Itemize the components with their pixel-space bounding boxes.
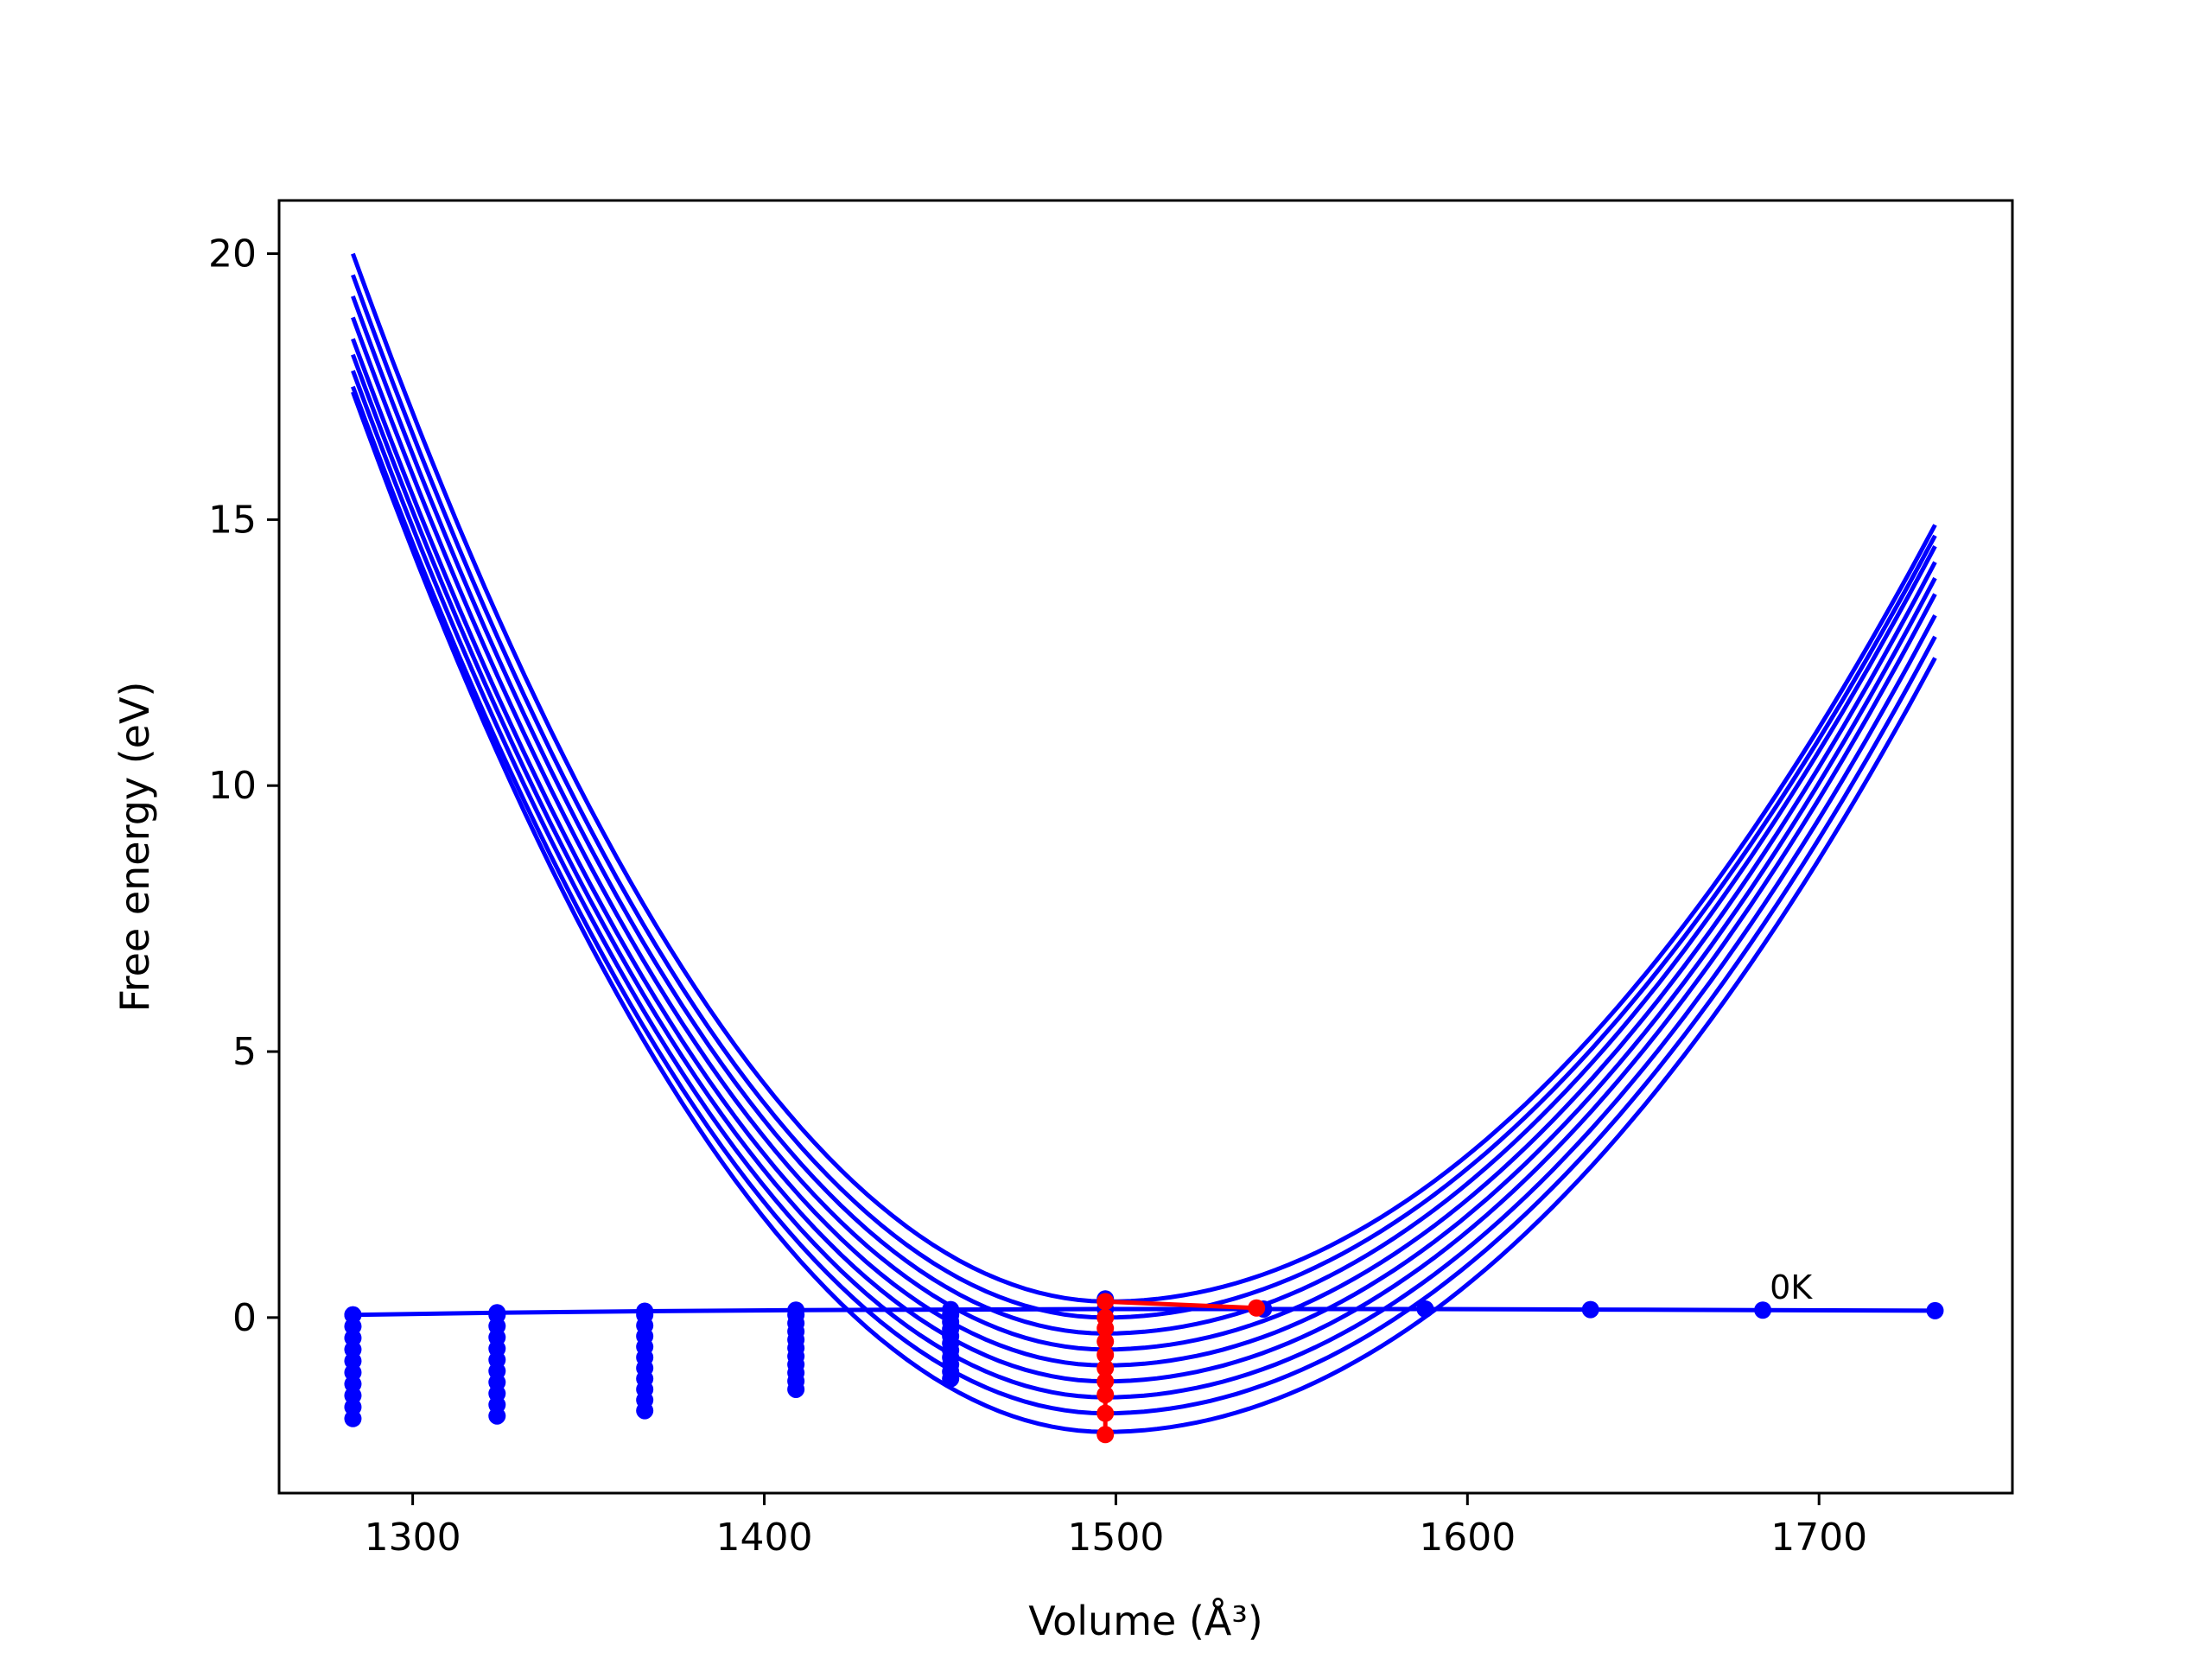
y-tick-label: 20 <box>208 232 257 276</box>
zero-kelvin-point <box>344 1306 362 1324</box>
minimum-point <box>1096 1426 1115 1444</box>
free-energy-curve-9 <box>351 391 1937 1434</box>
zero-kelvin-point <box>1754 1301 1772 1319</box>
minimum-point <box>1096 1332 1115 1351</box>
minimum-point <box>1248 1299 1266 1317</box>
y-tick-label: 0 <box>232 1296 257 1340</box>
y-tick-label: 15 <box>208 498 257 542</box>
minimum-point <box>1096 1308 1115 1326</box>
zero-kelvin-point <box>1581 1300 1599 1319</box>
free-energy-curve-1 <box>351 252 1937 1304</box>
sample-point <box>942 1370 960 1388</box>
free-energy-curve-7 <box>351 370 1937 1400</box>
zero-kelvin-point <box>636 1302 654 1320</box>
sample-point <box>787 1380 805 1398</box>
zero-kelvin-point <box>787 1301 805 1319</box>
zero-kelvin-point <box>942 1300 960 1319</box>
axes-frame <box>277 199 2014 1495</box>
free-energy-curve-8 <box>351 385 1937 1416</box>
free-energy-curve-4 <box>351 316 1937 1352</box>
x-tick-label: 1600 <box>1419 1516 1516 1560</box>
x-tick-label: 1400 <box>716 1516 813 1560</box>
y-tick-label: 10 <box>208 764 257 808</box>
x-axis-label: Volume (Å³) <box>1028 1598 1263 1644</box>
minimum-point <box>1096 1372 1115 1390</box>
sample-point <box>344 1409 362 1427</box>
minimum-point <box>1096 1359 1115 1377</box>
x-tick-label: 1700 <box>1770 1516 1867 1560</box>
x-tick-label: 1300 <box>365 1516 461 1560</box>
sample-point <box>636 1402 654 1420</box>
minimum-point <box>1096 1386 1115 1404</box>
plot-layer: 0K <box>344 252 1944 1444</box>
zero-kelvin-point <box>488 1304 506 1322</box>
free-energy-curve-3 <box>351 295 1937 1336</box>
zero-kelvin-point <box>1416 1300 1434 1318</box>
clipped-series: 0K <box>344 252 1944 1444</box>
minimum-point <box>1096 1404 1115 1422</box>
zero-kelvin-point <box>1926 1301 1944 1319</box>
free-energy-curve-5 <box>351 338 1937 1368</box>
x-tick-label: 1500 <box>1067 1516 1164 1560</box>
minimum-point <box>1096 1345 1115 1363</box>
ticks-layer: 1300 1400 1500 1600 1700 0 5 10 15 20 <box>208 232 1867 1560</box>
free-energy-curve-2 <box>351 274 1937 1320</box>
zero-kelvin-label: 0K <box>1770 1268 1813 1306</box>
minimum-point <box>1096 1293 1115 1311</box>
y-axis-label: Free energy (eV) <box>111 682 158 1013</box>
free-energy-curve-6 <box>351 353 1937 1384</box>
y-tick-label: 5 <box>232 1030 257 1074</box>
sample-point <box>488 1407 506 1425</box>
